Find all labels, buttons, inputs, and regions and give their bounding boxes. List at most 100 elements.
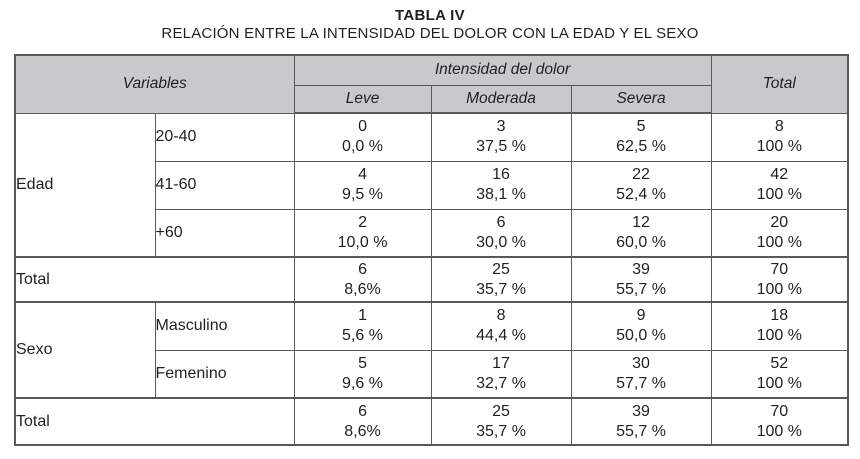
category-label: +60 [154,208,295,258]
pct-value: 38,1 % [476,186,526,203]
data-cell: 3 37,5 % [430,112,572,162]
pct-value: 9,5 % [342,186,383,203]
pct-value: 32,7 % [476,374,526,392]
count-value: 9 [636,307,646,325]
pct-value: 60,0 % [616,233,666,251]
pct-value: 50,0 % [616,327,666,345]
count-value: 39 [632,402,650,420]
pct-value: 35,7 % [476,280,526,298]
count-value: 25 [492,260,510,278]
table-row-edad-41-60: 41-60 4 9,5 % 16 38,1 % 22 52,4 % 42 100… [15,160,849,210]
table-body: Edad 20-40 0 0,0 % 3 37,5 % 5 62,5 % 8 1… [14,112,849,446]
pct-value: 62,5 % [616,138,666,156]
data-cell: 8 44,4 % [430,301,572,351]
count-value: 3 [496,118,506,136]
data-cell: 18 100 % [710,301,849,351]
data-cell: 0 0,0 % [293,112,432,162]
count-value: 6 [358,260,367,278]
group-label-sexo: Sexo [14,301,156,399]
table-row-total-edad: Total 6 8,6% 25 35,7 % 39 55,7 % 70 100 … [14,256,849,303]
data-cell: 70 100 % [710,397,849,446]
header-moderada: Moderada [430,84,572,114]
header-severa: Severa [570,84,712,114]
header-leve: Leve [293,84,432,114]
data-cell: 2 10,0 % [293,208,432,258]
count-value: 8 [496,307,506,325]
pct-value: 52,4 % [616,186,666,203]
data-cell: 39 55,7 % [570,397,712,446]
data-cell: 5 9,6 % [293,349,432,399]
header-intensidad-group: Intensidad del dolor [293,54,712,86]
data-cell: 42 100 % [710,160,849,210]
count-value: 70 [770,402,789,420]
data-cell: 25 35,7 % [430,256,572,303]
count-value: 17 [492,354,510,372]
count-value: 22 [632,166,650,183]
pct-value: 100 % [756,422,802,440]
count-value: 8 [774,118,784,135]
count-value: 0 [358,118,367,136]
table-row-edad-20-40: Edad 20-40 0 0,0 % 3 37,5 % 5 62,5 % 8 1… [14,112,849,258]
count-value: 1 [358,307,367,325]
table-row-edad-60plus: +60 2 10,0 % 6 30,0 % 12 60,0 % 20 100 % [15,208,849,258]
category-label: 41-60 [154,160,295,210]
table-row-sexo-masculino: Sexo Masculino 1 5,6 % 8 44,4 % 9 50,0 %… [14,301,849,399]
count-value: 2 [358,213,367,231]
data-cell: 1 5,6 % [293,301,432,351]
table-row-total-sexo: Total 6 8,6% 25 35,7 % 39 55,7 % 70 100 … [14,397,849,446]
pct-value: 35,7 % [476,422,526,440]
pct-value: 37,5 % [476,138,526,156]
header-total: Total [710,54,849,114]
pct-value: 100 % [756,280,802,298]
data-cell: 6 30,0 % [430,208,572,258]
pct-value: 10,0 % [337,233,388,251]
table-title: TABLA IV [395,7,465,24]
category-label: Masculino [154,301,295,351]
count-value: 16 [492,166,510,183]
data-table: Variables Intensidad del dolor Total Lev… [14,54,850,446]
count-value: 52 [770,354,789,372]
data-cell: 22 52,4 % [570,160,712,210]
pct-value: 30,0 % [476,233,526,251]
header-variables: Variables [14,54,295,114]
count-value: 20 [770,213,789,231]
pct-value: 55,7 % [616,280,666,298]
pct-value: 100 % [756,138,802,155]
data-cell: 20 100 % [710,208,849,258]
total-label: Total [14,256,295,303]
count-value: 18 [770,307,789,325]
category-label: 20-40 [154,112,295,162]
pct-value: 9,6 % [342,374,383,392]
pct-value: 100 % [756,233,802,251]
table-caption: TABLA IV RELACIÓN ENTRE LA INTENSIDAD DE… [0,7,860,43]
pct-value: 44,4 % [476,327,526,345]
count-value: 70 [770,260,789,278]
count-value: 6 [358,402,367,420]
header-row-2: Leve Moderada Severa [15,84,848,114]
total-label: Total [14,397,295,446]
count-value: 30 [632,354,650,372]
category-label: Femenino [154,349,295,399]
count-value: 4 [358,166,367,183]
data-cell: 17 32,7 % [430,349,572,399]
data-cell: 16 38,1 % [430,160,572,210]
header-row-1: Variables Intensidad del dolor Total [14,54,849,114]
pct-value: 100 % [756,186,802,203]
data-cell: 25 35,7 % [430,397,572,446]
table-subtitle: RELACIÓN ENTRE LA INTENSIDAD DEL DOLOR C… [161,25,699,42]
pct-value: 8,6% [344,280,381,298]
data-cell: 70 100 % [710,256,849,303]
data-cell: 12 60,0 % [570,208,712,258]
data-cell: 5 62,5 % [570,112,712,162]
pct-value: 57,7 % [616,374,666,392]
count-value: 42 [770,166,789,183]
data-cell: 4 9,5 % [293,160,432,210]
data-cell: 30 57,7 % [570,349,712,399]
count-value: 5 [358,354,367,372]
pct-value: 100 % [756,327,802,345]
data-cell: 9 50,0 % [570,301,712,351]
pct-value: 5,6 % [342,327,383,345]
count-value: 12 [632,213,650,231]
data-cell: 6 8,6% [293,397,432,446]
data-cell: 39 55,7 % [570,256,712,303]
